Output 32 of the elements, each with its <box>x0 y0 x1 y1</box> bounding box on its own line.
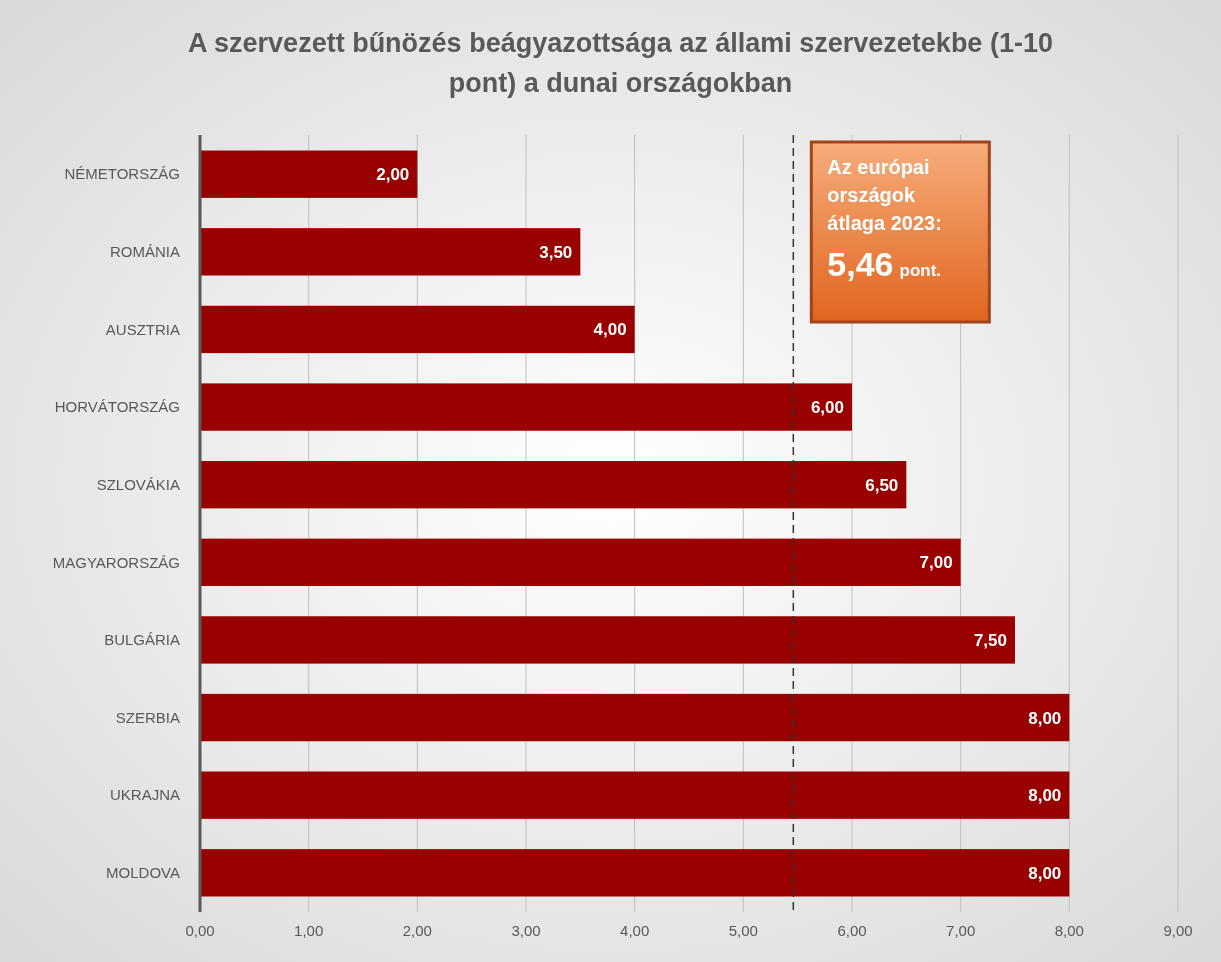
x-tick-label: 5,00 <box>728 922 758 939</box>
y-tick-label: SZLOVÁKIA <box>96 475 180 493</box>
x-tick-label: 0,00 <box>185 922 215 939</box>
x-tick-label: 8,00 <box>1054 922 1084 939</box>
y-tick-label: NÉMETORSZÁG <box>64 165 180 183</box>
data-label: 8,00 <box>1028 708 1062 728</box>
data-label: 6,00 <box>810 398 844 418</box>
data-label: 2,00 <box>376 165 410 185</box>
y-tick-label: BULGÁRIA <box>104 631 180 649</box>
data-label: 8,00 <box>1028 863 1062 883</box>
x-tick-label: 7,00 <box>946 922 976 939</box>
x-tick-label: 4,00 <box>620 922 650 939</box>
chart-title: A szervezett bűnözés beágyazottsága az állami szervezetekbe (1-10 pont) a dunai országokban <box>188 28 1053 98</box>
x-tick-label: 3,00 <box>511 922 541 939</box>
y-tick-label: ROMÁNIA <box>109 243 180 261</box>
x-tick-label: 6,00 <box>837 922 867 939</box>
data-label: 7,50 <box>973 630 1007 650</box>
data-label: 6,50 <box>865 475 899 495</box>
x-tick-label: 2,00 <box>402 922 432 939</box>
y-tick-label: AUSZTRIA <box>105 320 180 338</box>
x-tick-label: 9,00 <box>1163 922 1193 939</box>
y-tick-label: UKRAJNA <box>109 786 180 804</box>
data-label: 7,00 <box>919 553 953 573</box>
data-label: 8,00 <box>1028 786 1062 806</box>
x-tick-label: 1,00 <box>294 922 324 939</box>
ref-line-label: Az európai országok átlaga 2023: 5,46 pont. <box>827 156 942 283</box>
data-label: 3,50 <box>539 242 573 262</box>
y-tick-label: MAGYARORSZÁG <box>52 553 180 571</box>
y-tick-label: SZERBIA <box>115 708 180 726</box>
y-tick-label: MOLDOVA <box>106 864 180 882</box>
y-tick-label: HORVÁTORSZÁG <box>54 398 180 416</box>
data-label: 4,00 <box>593 320 627 340</box>
